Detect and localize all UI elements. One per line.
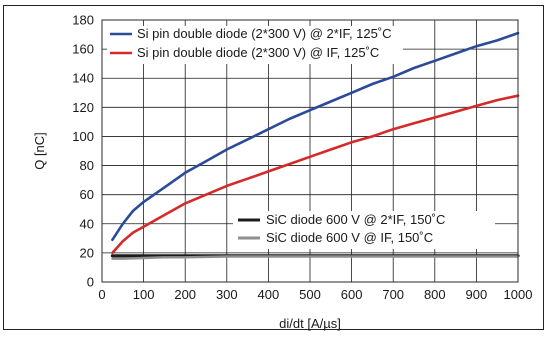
legend-bottom: SiC diode 600 V @ 2*IF, 150˚C SiC diode 6… [233,211,495,249]
legend-top: Si pin double diode (2*300 V) @ 2*IF, 12… [107,26,403,64]
x-tick-label: 0 [98,287,105,302]
x-tick-label: 300 [216,287,238,302]
x-tick-label: 500 [299,287,321,302]
series-line-2 [111,94,520,255]
legend-bottom-bg [233,211,495,249]
y-tick-label: 100 [72,129,94,144]
y-tick-labels: 0 20 40 60 80 100 120 140 160 180 [72,13,94,290]
y-tick-label: 60 [80,187,94,202]
legend-label-3: SiC diode 600 V @ 2*IF, 150˚C [266,212,445,227]
y-tick-label: 160 [72,42,94,57]
x-tick-label: 400 [258,287,280,302]
y-tick-label: 0 [87,275,94,290]
x-tick-label: 100 [133,287,155,302]
legend-label-1: Si pin double diode (2*300 V) @ 2*IF, 12… [137,26,392,41]
y-tick-label: 140 [72,71,94,86]
y-tick-label: 40 [80,216,94,231]
x-axis-label: di/dt [A/µs] [279,316,341,331]
x-tick-label: 800 [424,287,446,302]
x-tick-label: 1000 [504,287,533,302]
y-tick-label: 120 [72,100,94,115]
x-tick-label: 600 [341,287,363,302]
series-line-4 [111,255,520,260]
legend-label-4: SiC diode 600 V @ IF, 150˚C [266,230,433,245]
y-tick-label: 180 [72,13,94,28]
y-axis-label: Q [nC] [32,132,47,170]
x-tick-label: 200 [174,287,196,302]
series-line-1 [111,31,520,242]
y-tick-label: 80 [80,158,94,173]
plot-border [101,19,519,283]
legend-top-bg [107,26,403,64]
series-group [110,31,520,260]
x-tick-label: 900 [466,287,488,302]
legend-label-2: Si pin double diode (2*300 V) @ IF, 125˚… [137,45,379,60]
y-tick-label: 20 [80,245,94,260]
x-tick-labels: 0 100 200 300 400 500 600 700 800 900 1000 [98,287,532,302]
x-tick-label: 700 [382,287,404,302]
